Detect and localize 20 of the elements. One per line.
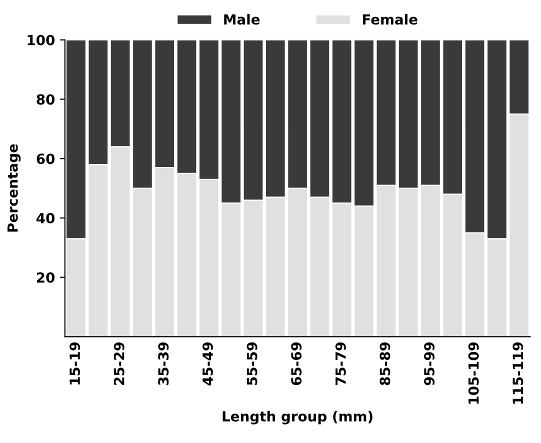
y-tick-label: 20	[36, 272, 55, 283]
x-tick-label: 45-49	[202, 342, 213, 386]
x-tick-label: 105-109	[468, 342, 479, 404]
x-tick-label: 55-59	[246, 342, 258, 385]
x-tick-label: 95-99	[424, 342, 435, 386]
x-tick-label: 25-29	[114, 342, 124, 385]
x-tick-label: 85-89	[380, 342, 390, 386]
y-tick-label: 60	[36, 154, 55, 164]
x-tick-label: 75-79	[335, 342, 346, 386]
x-tick-label: 35-39	[158, 342, 169, 386]
x-tick-label: 115-119	[512, 342, 524, 404]
y-tick-label: 100	[28, 34, 55, 46]
y-axis-title: Percentage	[8, 144, 21, 232]
legend-label: Male	[224, 14, 260, 25]
x-axis-title: Length group (mm)	[222, 410, 372, 424]
legend-label: Female	[362, 14, 418, 25]
x-tick-label: 15-19	[70, 342, 80, 384]
x-tick-label: 65-69	[291, 342, 302, 386]
y-tick-label: 80	[36, 94, 55, 105]
y-tick-label: 40	[36, 212, 55, 224]
